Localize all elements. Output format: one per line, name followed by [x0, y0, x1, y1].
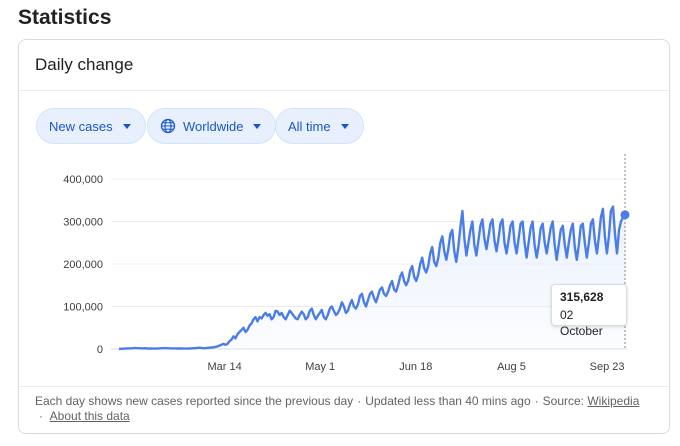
footer-note: Each day shows new cases reported since …	[35, 394, 354, 408]
tooltip-date: 02 October	[560, 308, 603, 338]
y-tick-label: 300,000	[63, 217, 103, 229]
daily-change-card: Daily change New cases Worldwide All tim…	[18, 39, 670, 434]
x-tick-label: Mar 14	[207, 361, 241, 373]
highlight-point	[620, 210, 630, 220]
x-tick-label: Aug 5	[497, 361, 526, 373]
x-tick-label: May 1	[305, 361, 335, 373]
x-axis-ticks: Mar 14 May 1 Jun 18 Aug 5 Sep 23	[207, 361, 624, 373]
y-tick-label: 400,000	[63, 174, 103, 186]
metric-dropdown-label: New cases	[49, 118, 113, 134]
y-tick-label: 100,000	[63, 302, 103, 314]
footer-source-label: Source:	[542, 394, 584, 408]
metric-dropdown[interactable]: New cases	[36, 108, 146, 144]
y-axis-ticks: 0 100,000 200,000 300,000 400,000	[63, 174, 103, 356]
series-line	[118, 205, 626, 351]
caret-down-icon	[122, 123, 131, 129]
data-point-tooltip: 315,628 02 October	[551, 284, 627, 338]
page-title: Statistics	[18, 6, 112, 29]
region-dropdown[interactable]: Worldwide	[147, 108, 277, 144]
x-tick-label: Jun 18	[399, 361, 432, 373]
y-tick-label: 200,000	[63, 259, 103, 271]
region-dropdown-label: Worldwide	[183, 118, 244, 134]
card-title: Daily change	[35, 55, 134, 74]
footer-divider	[19, 386, 669, 387]
time-range-dropdown[interactable]: All time	[275, 108, 364, 144]
card-header: Daily change	[19, 40, 669, 91]
source-link[interactable]: Wikipedia	[587, 394, 640, 408]
tooltip-value: 315,628	[560, 290, 604, 304]
time-range-dropdown-label: All time	[288, 118, 331, 134]
x-tick-label: Sep 23	[590, 361, 625, 373]
daily-cases-chart[interactable]: 0 100,000 200,000 300,000 400,000 Mar 14 May …	[19, 144, 669, 384]
y-tick-label: 0	[97, 344, 103, 356]
footer-updated: Updated less than 40 mins ago	[365, 394, 531, 408]
caret-down-icon	[340, 123, 349, 129]
globe-icon	[160, 118, 176, 134]
series-area	[119, 206, 625, 349]
card-footer: Each day shows new cases reported since …	[35, 394, 640, 423]
caret-down-icon	[253, 123, 262, 129]
about-data-link[interactable]: About this data	[49, 409, 130, 423]
